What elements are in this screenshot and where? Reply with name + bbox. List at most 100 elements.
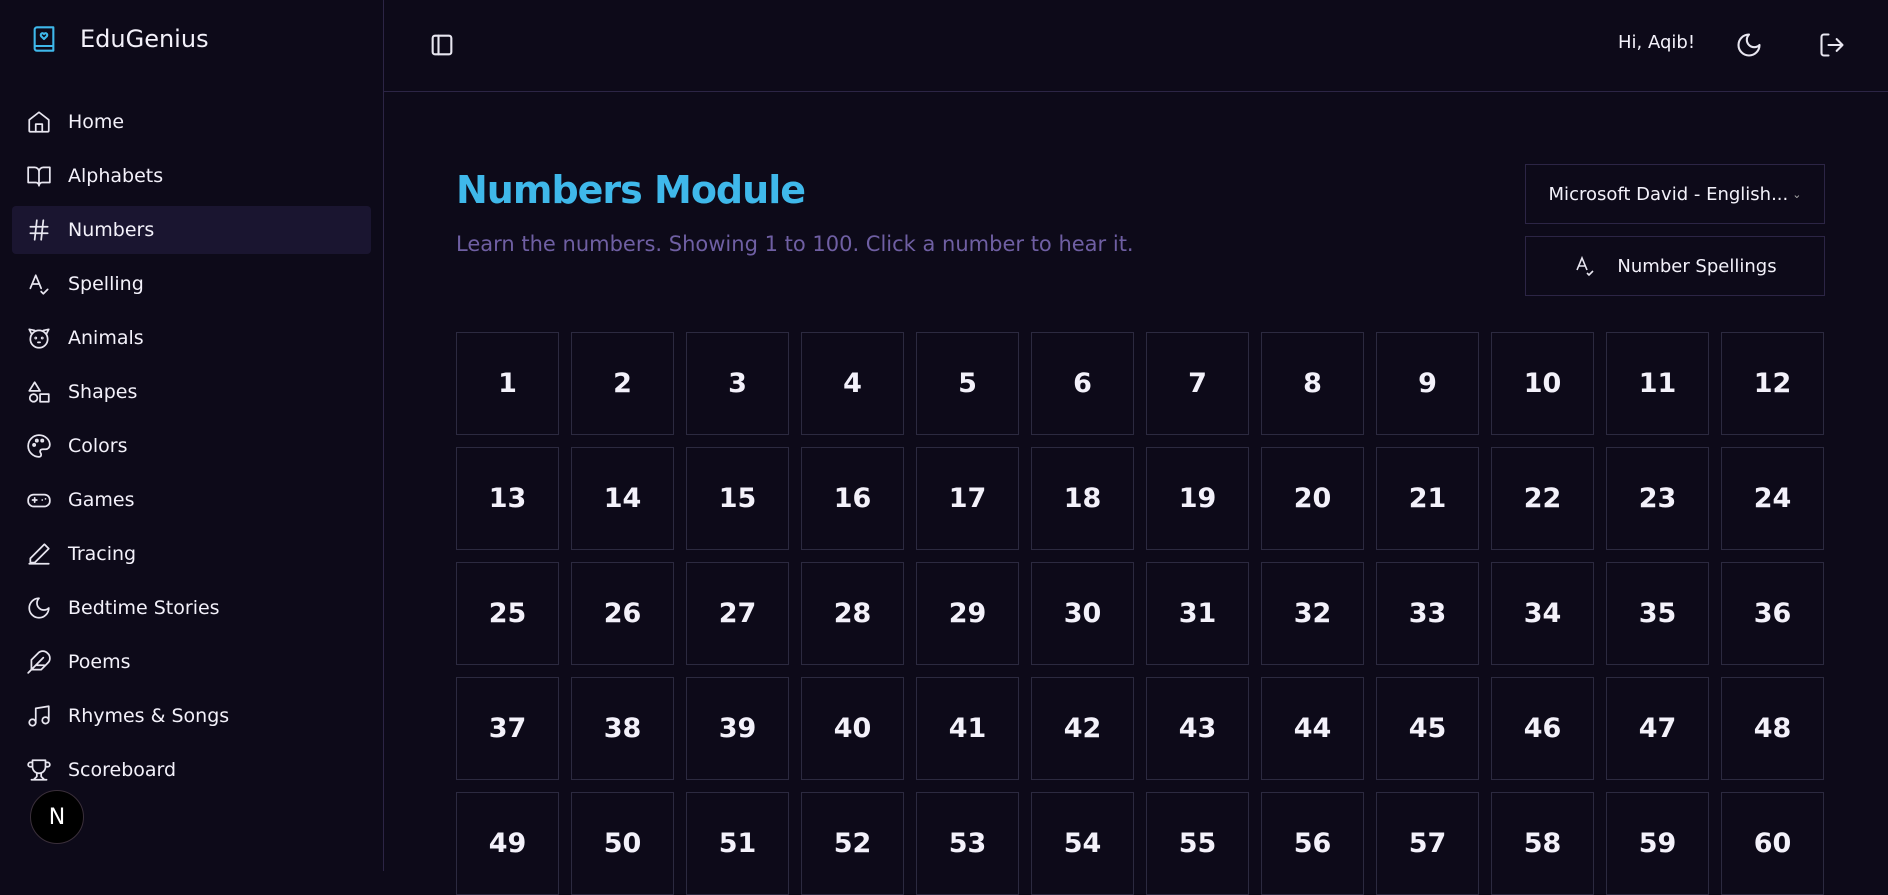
number-tile[interactable]: 6 (1031, 332, 1134, 435)
number-tile[interactable]: 18 (1031, 447, 1134, 550)
chevron-down-icon: ⌄ (1792, 187, 1802, 201)
sidebar-item-shapes[interactable]: Shapes (12, 368, 371, 416)
number-tile[interactable]: 51 (686, 792, 789, 895)
number-tile[interactable]: 58 (1491, 792, 1594, 895)
number-tile[interactable]: 11 (1606, 332, 1709, 435)
number-tile[interactable]: 43 (1146, 677, 1249, 780)
number-tile[interactable]: 41 (916, 677, 1019, 780)
number-tile[interactable]: 13 (456, 447, 559, 550)
logout-button[interactable] (1818, 31, 1846, 59)
number-tile[interactable]: 14 (571, 447, 674, 550)
number-tile[interactable]: 23 (1606, 447, 1709, 550)
number-tile[interactable]: 22 (1491, 447, 1594, 550)
sidebar-item-rhymes-songs[interactable]: Rhymes & Songs (12, 692, 371, 740)
sidebar-item-numbers[interactable]: Numbers (12, 206, 371, 254)
number-tile[interactable]: 38 (571, 677, 674, 780)
number-tile[interactable]: 12 (1721, 332, 1824, 435)
number-tile[interactable]: 31 (1146, 562, 1249, 665)
sidebar-item-games[interactable]: Games (12, 476, 371, 524)
number-tile[interactable]: 47 (1606, 677, 1709, 780)
number-tile[interactable]: 2 (571, 332, 674, 435)
number-tile[interactable]: 52 (801, 792, 904, 895)
number-tile[interactable]: 30 (1031, 562, 1134, 665)
number-tile[interactable]: 53 (916, 792, 1019, 895)
number-tile[interactable]: 57 (1376, 792, 1479, 895)
number-tile[interactable]: 8 (1261, 332, 1364, 435)
number-tile[interactable]: 5 (916, 332, 1019, 435)
dev-badge[interactable]: N (30, 790, 84, 844)
number-tile[interactable]: 37 (456, 677, 559, 780)
sidebar-item-animals[interactable]: Animals (12, 314, 371, 362)
feather-icon (27, 650, 51, 674)
number-tile[interactable]: 44 (1261, 677, 1364, 780)
sidebar-item-scoreboard[interactable]: Scoreboard (12, 746, 371, 794)
number-tile[interactable]: 4 (801, 332, 904, 435)
sidebar-item-label: Poems (68, 651, 131, 673)
number-tile[interactable]: 7 (1146, 332, 1249, 435)
pencil-icon (28, 543, 50, 565)
number-tile[interactable]: 49 (456, 792, 559, 895)
number-tile[interactable]: 46 (1491, 677, 1594, 780)
number-tile[interactable]: 16 (801, 447, 904, 550)
number-spellings-label: Number Spellings (1617, 255, 1777, 277)
number-tile[interactable]: 1 (456, 332, 559, 435)
sidebar-item-label: Rhymes & Songs (68, 705, 230, 727)
sidebar-item-label: Alphabets (68, 165, 164, 187)
sidebar-item-poems[interactable]: Poems (12, 638, 371, 686)
sidebar-toggle-button[interactable] (428, 31, 456, 59)
number-tile[interactable]: 55 (1146, 792, 1249, 895)
number-tile[interactable]: 50 (571, 792, 674, 895)
number-tile[interactable]: 25 (456, 562, 559, 665)
sidebar-item-home[interactable]: Home (12, 98, 371, 146)
sidebar-item-label: Bedtime Stories (68, 597, 220, 619)
number-tile[interactable]: 20 (1261, 447, 1364, 550)
number-tile[interactable]: 17 (916, 447, 1019, 550)
number-tile[interactable]: 59 (1606, 792, 1709, 895)
number-tile[interactable]: 19 (1146, 447, 1249, 550)
number-tile[interactable]: 40 (801, 677, 904, 780)
sidebar-item-label: Colors (68, 435, 128, 457)
sidebar-item-bedtime-stories[interactable]: Bedtime Stories (12, 584, 371, 632)
sidebar-item-colors[interactable]: Colors (12, 422, 371, 470)
number-tile[interactable]: 3 (686, 332, 789, 435)
log-out-icon (1820, 33, 1844, 57)
number-spellings-button[interactable]: Number Spellings (1525, 236, 1825, 296)
sidebar-item-alphabets[interactable]: Alphabets (12, 152, 371, 200)
number-tile[interactable]: 28 (801, 562, 904, 665)
number-tile[interactable]: 32 (1261, 562, 1364, 665)
number-tile[interactable]: 45 (1376, 677, 1479, 780)
palette-icon (27, 434, 51, 458)
sidebar-item-label: Scoreboard (68, 759, 177, 781)
number-tile[interactable]: 54 (1031, 792, 1134, 895)
number-tile[interactable]: 9 (1376, 332, 1479, 435)
number-tile[interactable]: 21 (1376, 447, 1479, 550)
number-tile[interactable]: 26 (571, 562, 674, 665)
number-tile[interactable]: 15 (686, 447, 789, 550)
number-tile[interactable]: 39 (686, 677, 789, 780)
number-tile[interactable]: 60 (1721, 792, 1824, 895)
number-tile[interactable]: 29 (916, 562, 1019, 665)
theme-toggle-button[interactable] (1735, 31, 1763, 59)
number-tile[interactable]: 48 (1721, 677, 1824, 780)
brand-name: EduGenius (80, 25, 209, 53)
number-tile[interactable]: 24 (1721, 447, 1824, 550)
voice-select[interactable]: Microsoft David - English... ⌄ (1525, 164, 1825, 224)
brand[interactable]: EduGenius (30, 24, 209, 54)
number-tile[interactable]: 35 (1606, 562, 1709, 665)
number-tile[interactable]: 36 (1721, 562, 1824, 665)
sidebar-item-spelling[interactable]: Spelling (12, 260, 371, 308)
number-tile[interactable]: 56 (1261, 792, 1364, 895)
numbers-grid: 1 2 3 4 5 6 7 8 9 10 11 12 13 14 15 16 17 18 19 20 21 22 23 24 2… (456, 332, 1824, 895)
voice-select-value: Microsoft David - English... (1548, 183, 1789, 205)
number-tile[interactable]: 42 (1031, 677, 1134, 780)
panel-left-icon (431, 34, 453, 56)
number-tile[interactable]: 10 (1491, 332, 1594, 435)
number-tile[interactable]: 27 (686, 562, 789, 665)
number-tile[interactable]: 33 (1376, 562, 1479, 665)
moon-icon (28, 597, 50, 619)
number-tile[interactable]: 34 (1491, 562, 1594, 665)
moon-icon (1737, 33, 1761, 57)
book-heart-icon (33, 26, 55, 52)
sidebar-item-tracing[interactable]: Tracing (12, 530, 371, 578)
sidebar-item-label: Games (68, 489, 135, 511)
